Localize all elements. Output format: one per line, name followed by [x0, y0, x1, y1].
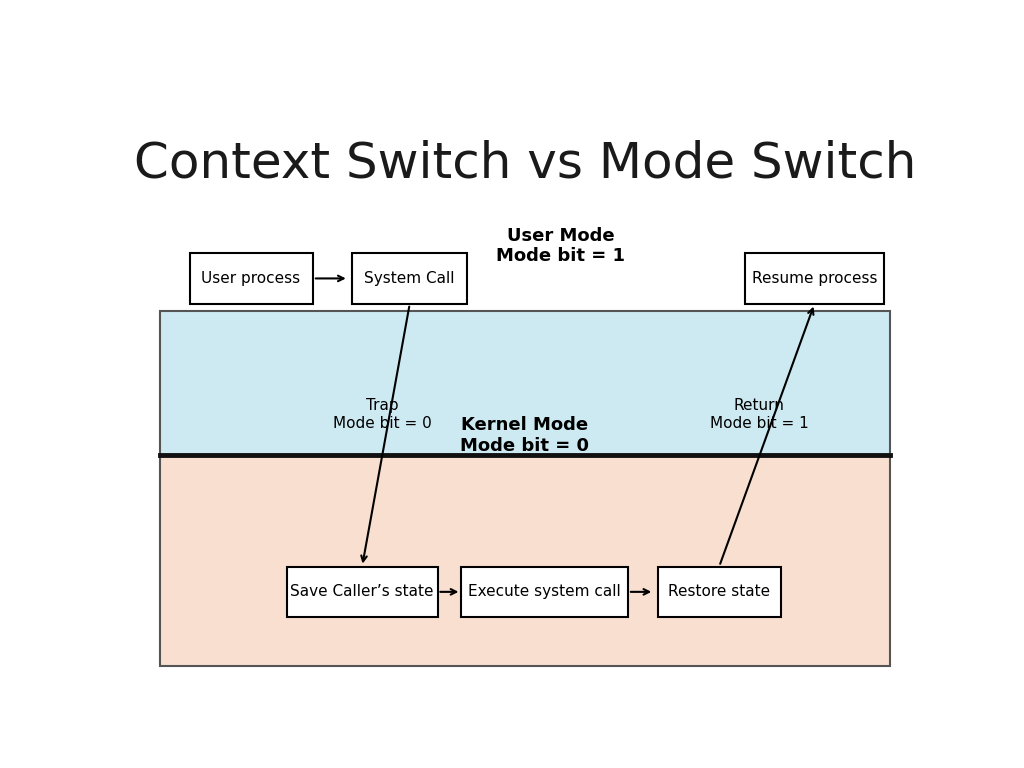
Bar [160, 311, 890, 666]
Text: System Call: System Call [365, 271, 455, 286]
Text: User process: User process [202, 271, 301, 286]
Text: Save Caller’s state: Save Caller’s state [291, 584, 434, 599]
Text: Return
Mode bit = 1: Return Mode bit = 1 [710, 399, 808, 431]
Bar [657, 567, 780, 617]
Bar [160, 455, 890, 666]
Bar [462, 567, 628, 617]
Text: Trap
Mode bit = 0: Trap Mode bit = 0 [333, 399, 431, 431]
Text: Resume process: Resume process [752, 271, 878, 286]
Text: Context Switch vs Mode Switch: Context Switch vs Mode Switch [133, 139, 916, 187]
Text: Execute system call: Execute system call [468, 584, 621, 599]
Text: User Mode
Mode bit = 1: User Mode Mode bit = 1 [496, 227, 625, 265]
Bar [160, 311, 890, 455]
Bar [352, 253, 467, 303]
Bar [189, 253, 312, 303]
Bar [287, 567, 437, 617]
Text: Restore state: Restore state [669, 584, 770, 599]
Text: Kernel Mode
Mode bit = 0: Kernel Mode Mode bit = 0 [461, 415, 589, 455]
Bar [745, 253, 884, 303]
